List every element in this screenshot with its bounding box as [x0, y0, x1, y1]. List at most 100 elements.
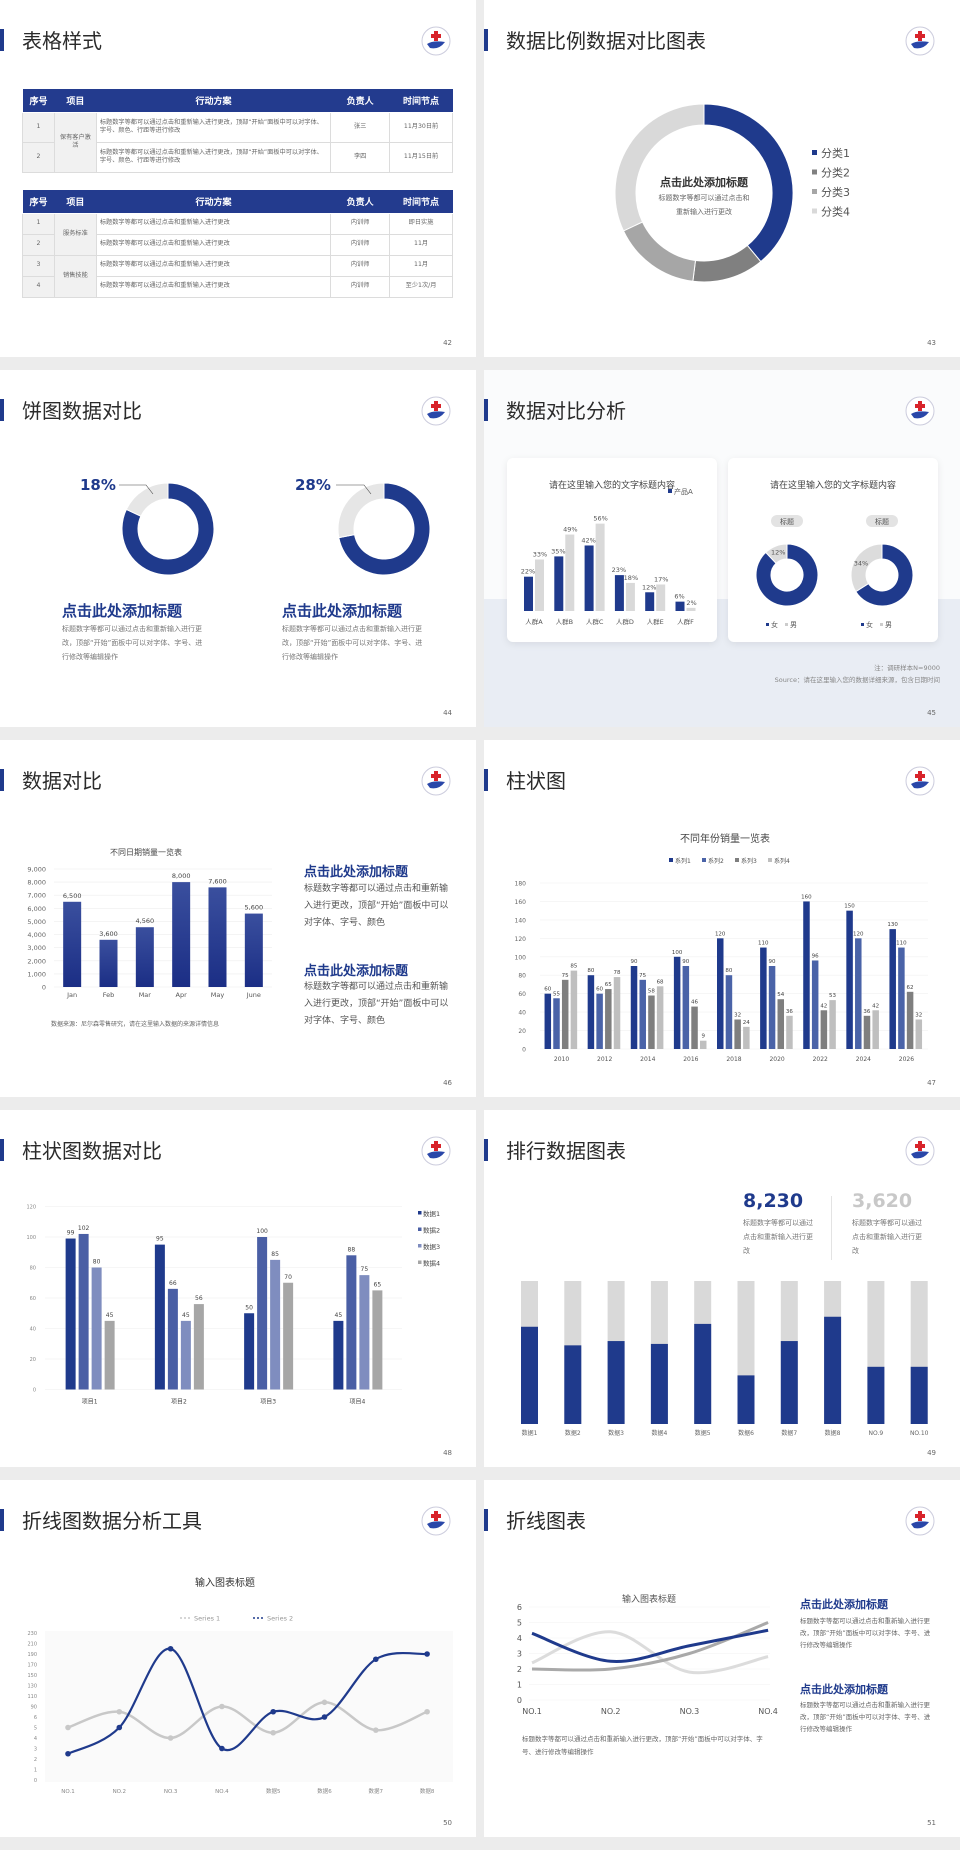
bar: [521, 1326, 538, 1424]
slide-43[interactable]: 数据比例数据对比图表 分类1 分类2 分类3 分类4 点击此处添加标题 标题数字等都可…: [484, 0, 960, 357]
data-label: 58: [648, 989, 655, 995]
page-number: 47: [927, 1079, 936, 1087]
stat-value: 3,620: [852, 1190, 913, 1212]
source-note: Source：请在这里输入您的数据详细来源，包含日期时间: [774, 676, 940, 684]
data-label: 53: [829, 993, 836, 999]
center-body-line: 重新输入进行更改: [676, 208, 732, 216]
bar: [614, 575, 624, 611]
item-body: 标题数字等都可以通过点击和重新输入进行更改，顶部“开始”面板中可以对字体、字号、…: [62, 625, 203, 661]
monthly-sales-bar-chart: 不同日期销量一览表 0 1,000 2,000 3,000 4,000 5,000 6,000…: [27, 847, 272, 999]
cell-no: 2: [22, 141, 55, 173]
data-label: 65: [374, 1281, 382, 1288]
axis-label: 人群C: [586, 617, 604, 626]
legend-label: 系列4: [774, 857, 790, 865]
cell-plan: 标题数字等都可以通过点击和重新输入进行更改，顶部“开始”面板中可以对字体、字号、…: [95, 141, 332, 173]
bar: [595, 523, 605, 611]
leader-line: [336, 484, 372, 495]
data-label: 90: [769, 959, 776, 965]
data-label: 22%: [521, 568, 535, 576]
legend-label: 男: [885, 621, 892, 629]
donut-segment: [850, 543, 883, 593]
data-label: 90: [630, 959, 637, 965]
cell-item: 保有客户激活: [53, 111, 97, 173]
bar: [535, 559, 544, 611]
percent-label: 28%: [295, 476, 331, 494]
slide-51[interactable]: 折线图表 输入图表标题 0 1 2 3 4 5 6 NO.1 NO.2 NO.3 NO.4 标题数字等…: [484, 1480, 960, 1837]
slide-44[interactable]: 饼图数据对比 18% 28% 点击此处添加标题 标题数字等都可以通过点击和重新输…: [0, 370, 476, 727]
cell-no: 1: [22, 212, 55, 235]
hospital-emblem-icon: [905, 766, 935, 796]
hospital-emblem-icon: [421, 1506, 451, 1536]
donut-segment: [125, 482, 169, 517]
data-label: 33%: [533, 551, 547, 559]
comparison-charts: 22%33%人群A35%49%人群B42%56%人群C23%18%人群D12%1…: [521, 487, 914, 629]
slide-45[interactable]: 数据对比分析 请在这里输入您的文字标题内容 请在这里输入您的文字标题内容 22%…: [484, 370, 960, 727]
cell-no: 4: [22, 275, 55, 298]
data-label: 56%: [593, 515, 607, 523]
data-label: 3,600: [99, 930, 118, 938]
slide-48[interactable]: 柱状图数据对比 0 20 40 60 80 100 120 99 102 80 45 项目1 95 66 4…: [0, 1110, 476, 1467]
slide-title: 数据对比: [22, 769, 102, 793]
bar: [780, 1341, 798, 1424]
legend-swatch: [766, 623, 769, 626]
title-accent-bar: [484, 29, 488, 51]
cell-owner: 李四: [330, 141, 391, 173]
bar: [104, 1320, 115, 1390]
x-tick-label: 2020: [769, 1056, 784, 1063]
slide-46[interactable]: 数据对比 不同日期销量一览表 0 1,000 2,000 3,000 4,000 5,000…: [0, 740, 476, 1097]
x-tick-label: Apr: [176, 991, 188, 999]
bar: [699, 1040, 707, 1049]
legend-label: 分类4: [821, 205, 850, 219]
percent-label: 18%: [80, 476, 116, 494]
cell-owner: 内训师: [330, 233, 391, 256]
x-tick-label: 数据8: [825, 1429, 841, 1437]
item-body: 标题数字等都可以通过点击和重新输入进行更改，顶部“开始”面板中可以对字体、字号、…: [282, 625, 423, 661]
page-number: 43: [927, 339, 936, 347]
y-tick-label: 0: [517, 1696, 522, 1705]
block-heading: 点击此处添加标题: [304, 865, 409, 880]
chart-title: 不同日期销量一览表: [110, 847, 182, 857]
data-label: 12%: [642, 583, 656, 591]
bar: [91, 1267, 102, 1390]
center-title: 点击此处添加标题: [660, 176, 748, 189]
bar: [898, 947, 905, 1049]
legend-label: 数据4: [423, 1259, 440, 1268]
slide-title: 柱状图: [506, 769, 566, 793]
donut-charts: [119, 482, 431, 576]
bar: [596, 993, 603, 1049]
bar: [565, 534, 575, 611]
data-label: 96: [812, 953, 819, 959]
y-tick-label: 80: [518, 973, 526, 980]
slide-49[interactable]: 排行数据图表 8,230 标题数字等都可以通过点击和重新输入进行更改 3,620…: [484, 1110, 960, 1467]
y-tick-label: 0: [34, 1778, 37, 1784]
item-heading: 点击此处添加标题: [282, 602, 403, 620]
data-label: 56: [195, 1295, 203, 1302]
stat-divider: [831, 1196, 832, 1260]
bar: [625, 582, 635, 611]
hospital-emblem-icon: [905, 396, 935, 426]
cell-no: 3: [22, 254, 55, 277]
legend-label: 分类1: [821, 146, 850, 160]
x-tick-label: NO.3: [680, 1707, 700, 1716]
y-tick-label: 100: [26, 1235, 36, 1241]
header-owner: 负责人: [330, 89, 390, 113]
slide-50[interactable]: 折线图数据分析工具 输入图表标题 0 1 2 3 4 5 6 90 110 130 150 170 190…: [0, 1480, 476, 1837]
slide-title: 柱状图数据对比: [22, 1139, 162, 1163]
data-label: 45: [182, 1312, 190, 1319]
legend-label: 分类2: [821, 166, 850, 180]
data-point: [167, 1645, 174, 1652]
legend-swatch: [669, 858, 673, 862]
block-body: 标题数字等都可以通过点击和重新输入进行更改，顶部“开始”面板中可以对字体、字号、…: [304, 982, 449, 1026]
slide-47[interactable]: 柱状图 不同年份销量一览表 系列1 系列2 系列3 系列4 0 20 40 60 80 100 120…: [484, 740, 960, 1097]
bar: [863, 1015, 871, 1049]
title-accent-bar: [0, 769, 4, 791]
slide-title: 排行数据图表: [506, 1139, 626, 1163]
bar: [734, 1019, 741, 1049]
legend-swatch: [418, 1227, 422, 1231]
slide-42[interactable]: 表格样式 序号 项目 行动方案 负责人 时间节点 1 保有客户激活 标题数字等都…: [0, 0, 476, 357]
y-tick-label: 4: [34, 1736, 37, 1742]
table-row: 2 标题数字等都可以通过点击和重新输入进行更改，顶部“开始”面板中可以对字体、字…: [22, 141, 453, 173]
y-tick-label: 0: [33, 1388, 36, 1394]
x-tick-label: Jan: [66, 991, 77, 999]
